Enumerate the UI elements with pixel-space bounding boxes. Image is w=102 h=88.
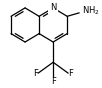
Text: F: F	[68, 69, 73, 78]
Text: F: F	[33, 69, 38, 78]
Text: NH$_2$: NH$_2$	[82, 5, 100, 17]
Text: N: N	[50, 3, 56, 12]
Text: F: F	[51, 77, 56, 86]
